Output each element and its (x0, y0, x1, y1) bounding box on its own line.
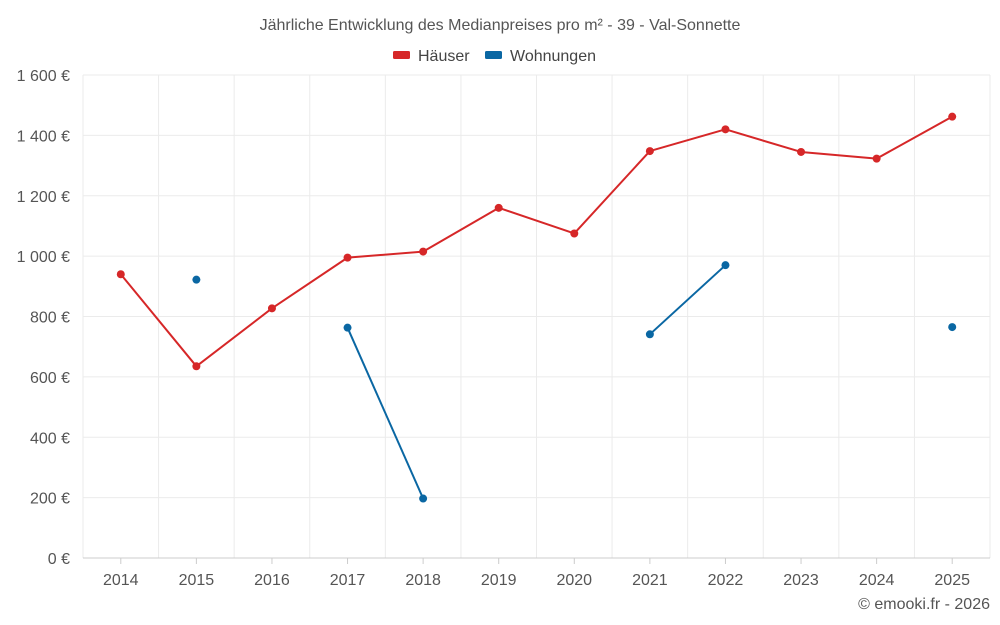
legend: Häuser Wohnungen (393, 48, 596, 65)
y-tick-label: 1 000 € (17, 249, 70, 266)
x-tick-label: 2017 (330, 572, 366, 589)
data-point-haeuser[interactable] (570, 229, 579, 238)
data-point-wohnungen[interactable] (645, 330, 654, 339)
y-tick-label: 200 € (30, 491, 70, 508)
x-tick-label: 2020 (556, 572, 592, 589)
legend-swatch-haeuser (393, 51, 410, 59)
data-point-haeuser[interactable] (192, 362, 201, 371)
x-tick-label: 2022 (708, 572, 744, 589)
y-tick-label: 1 600 € (17, 68, 70, 85)
y-tick-label: 1 200 € (17, 189, 70, 206)
data-point-wohnungen[interactable] (721, 261, 730, 270)
x-tick-label: 2021 (632, 572, 668, 589)
data-point-haeuser[interactable] (267, 304, 276, 313)
data-point-haeuser[interactable] (116, 270, 125, 279)
y-tick-label: 400 € (30, 430, 70, 447)
data-point-haeuser[interactable] (797, 147, 806, 156)
x-tick-label: 2016 (254, 572, 290, 589)
series (116, 112, 957, 503)
legend-item-wohnungen[interactable]: Wohnungen (485, 48, 596, 65)
series-haeuser (116, 112, 957, 371)
credit-text: © emooki.fr - 2026 (858, 596, 990, 613)
data-point-wohnungen[interactable] (192, 275, 201, 284)
data-point-wohnungen[interactable] (948, 323, 957, 332)
series-line-wohnungen (649, 264, 727, 336)
data-point-haeuser[interactable] (721, 125, 730, 134)
x-tick-label: 2014 (103, 572, 139, 589)
data-point-wohnungen[interactable] (343, 323, 352, 332)
data-point-haeuser[interactable] (494, 203, 503, 212)
y-tick-label: 0 € (48, 551, 70, 568)
x-tick-label: 2025 (934, 572, 970, 589)
y-tick-label: 800 € (30, 310, 70, 327)
series-line-wohnungen (346, 327, 425, 499)
axes: 0 € 200 € 400 € 600 € 800 € 1 000 € 1 200 € 1 4… (17, 68, 990, 589)
data-point-haeuser[interactable] (872, 154, 881, 163)
data-point-wohnungen[interactable] (419, 494, 428, 503)
series-wohnungen (192, 261, 957, 503)
legend-swatch-wohnungen (485, 51, 502, 59)
x-tick-label: 2019 (481, 572, 517, 589)
y-tick-label: 600 € (30, 370, 70, 387)
grid (82, 74, 991, 558)
x-tick-label: 2023 (783, 572, 819, 589)
x-tick-label: 2024 (859, 572, 895, 589)
legend-item-haeuser[interactable]: Häuser (393, 48, 470, 65)
x-tick-label: 2015 (179, 572, 215, 589)
data-point-haeuser[interactable] (343, 253, 352, 262)
data-point-haeuser[interactable] (948, 112, 957, 121)
y-tick-label: 1 400 € (17, 128, 70, 145)
chart-title: Jährliche Entwicklung des Medianpreises … (260, 17, 741, 34)
legend-label-haeuser: Häuser (418, 48, 470, 65)
data-point-haeuser[interactable] (419, 247, 428, 256)
data-point-haeuser[interactable] (645, 147, 654, 156)
x-tick-label: 2018 (405, 572, 441, 589)
legend-label-wohnungen: Wohnungen (510, 48, 596, 65)
series-line-haeuser (120, 115, 953, 368)
